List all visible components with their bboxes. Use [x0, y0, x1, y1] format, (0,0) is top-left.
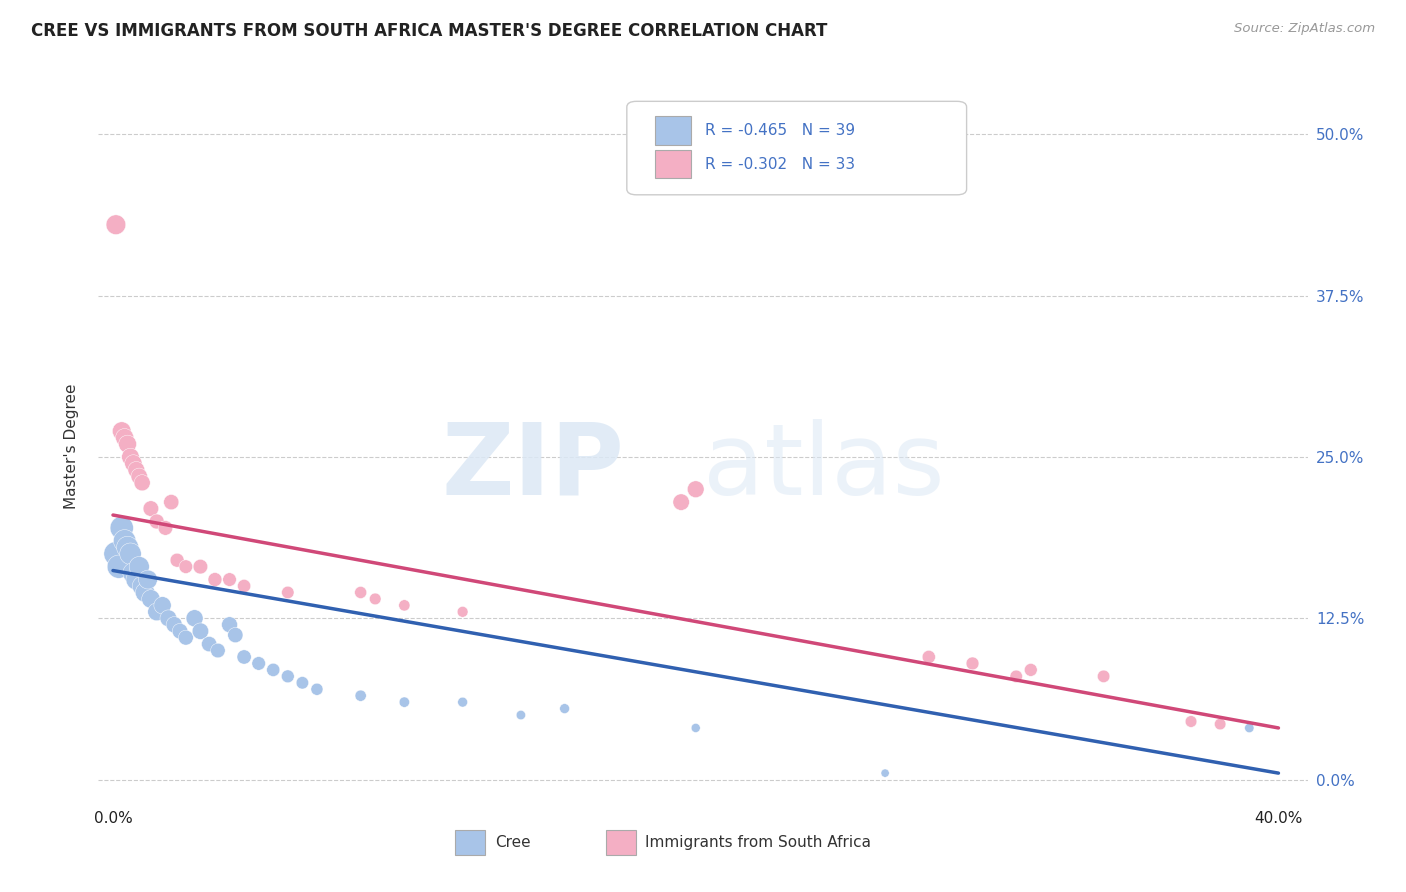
Point	[198, 637, 221, 651]
Text: R = -0.302   N = 33: R = -0.302 N = 33	[706, 157, 855, 171]
Point	[875, 766, 897, 780]
Point	[128, 559, 150, 574]
Point	[1005, 669, 1028, 683]
Point	[224, 628, 246, 642]
Point	[1019, 663, 1042, 677]
Point	[128, 469, 150, 483]
Point	[114, 431, 136, 445]
Point	[125, 573, 148, 587]
Point	[1209, 717, 1232, 731]
Point	[277, 669, 299, 683]
Point	[174, 559, 197, 574]
Point	[233, 650, 256, 665]
Point	[155, 521, 177, 535]
Point	[277, 585, 299, 599]
Point	[160, 495, 183, 509]
Point	[108, 559, 131, 574]
Point	[117, 541, 139, 555]
Point	[233, 579, 256, 593]
Point	[104, 218, 127, 232]
Text: CREE VS IMMIGRANTS FROM SOUTH AFRICA MASTER'S DEGREE CORRELATION CHART: CREE VS IMMIGRANTS FROM SOUTH AFRICA MAS…	[31, 22, 827, 40]
Point	[247, 657, 270, 671]
Point	[139, 501, 162, 516]
Point	[157, 611, 180, 625]
Point	[136, 573, 159, 587]
Point	[120, 450, 142, 464]
Point	[962, 657, 984, 671]
Point	[1180, 714, 1202, 729]
Point	[111, 424, 134, 438]
Point	[145, 605, 167, 619]
Text: Source: ZipAtlas.com: Source: ZipAtlas.com	[1234, 22, 1375, 36]
Bar	[606, 830, 637, 855]
Point	[207, 643, 229, 657]
Point	[190, 559, 212, 574]
Point	[190, 624, 212, 639]
Point	[1092, 669, 1115, 683]
Point	[120, 547, 142, 561]
Point	[350, 585, 373, 599]
Point	[364, 591, 387, 606]
Bar	[456, 830, 485, 855]
Point	[122, 566, 145, 580]
Y-axis label: Master's Degree: Master's Degree	[65, 384, 79, 508]
Point	[125, 463, 148, 477]
Point	[139, 591, 162, 606]
Text: R = -0.465   N = 39: R = -0.465 N = 39	[706, 123, 855, 138]
Point	[169, 624, 191, 639]
Point	[131, 475, 153, 490]
FancyBboxPatch shape	[627, 102, 966, 194]
Bar	[655, 116, 690, 145]
Point	[104, 547, 127, 561]
Point	[685, 721, 707, 735]
Bar	[655, 150, 690, 178]
Point	[350, 689, 373, 703]
Point	[262, 663, 284, 677]
Point	[114, 533, 136, 548]
Point	[291, 675, 314, 690]
Point	[163, 617, 186, 632]
Point	[111, 521, 134, 535]
Point	[166, 553, 188, 567]
Point	[554, 701, 576, 715]
Point	[117, 437, 139, 451]
Point	[131, 579, 153, 593]
Point	[204, 573, 226, 587]
Point	[394, 599, 416, 613]
Point	[394, 695, 416, 709]
Point	[183, 611, 205, 625]
Text: Immigrants from South Africa: Immigrants from South Africa	[645, 835, 870, 849]
Point	[218, 573, 240, 587]
Point	[145, 515, 167, 529]
Text: ZIP: ZIP	[441, 419, 624, 516]
Point	[134, 585, 156, 599]
Point	[509, 708, 531, 723]
Text: Cree: Cree	[495, 835, 530, 849]
Point	[174, 631, 197, 645]
Point	[451, 605, 474, 619]
Point	[918, 650, 941, 665]
Point	[218, 617, 240, 632]
Point	[152, 599, 174, 613]
Point	[451, 695, 474, 709]
Point	[669, 495, 692, 509]
Point	[122, 457, 145, 471]
Point	[305, 682, 328, 697]
Point	[685, 482, 707, 496]
Point	[1239, 721, 1261, 735]
Text: atlas: atlas	[703, 419, 945, 516]
